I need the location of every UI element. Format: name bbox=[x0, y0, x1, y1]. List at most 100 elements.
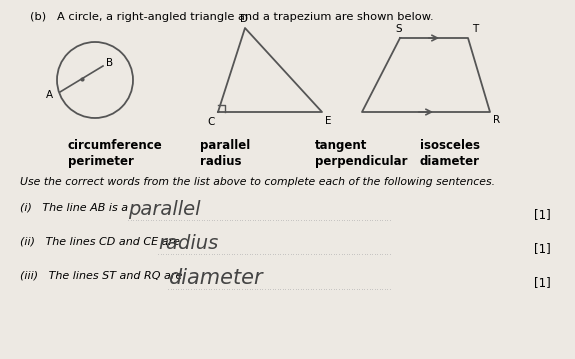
Point bbox=[184, 286, 193, 292]
Point bbox=[321, 251, 331, 257]
Point bbox=[225, 217, 235, 223]
Point bbox=[168, 251, 178, 257]
Text: circumference: circumference bbox=[68, 139, 163, 152]
Point bbox=[204, 286, 213, 292]
Point bbox=[294, 217, 303, 223]
Point bbox=[347, 286, 356, 292]
Point bbox=[309, 217, 319, 223]
Point bbox=[296, 286, 305, 292]
Point bbox=[163, 286, 172, 292]
Point bbox=[373, 251, 382, 257]
Point bbox=[220, 286, 229, 292]
Point bbox=[298, 286, 308, 292]
Point bbox=[319, 217, 328, 223]
Point bbox=[251, 217, 260, 223]
Point bbox=[202, 217, 212, 223]
Point bbox=[327, 217, 336, 223]
Point bbox=[230, 251, 239, 257]
Point bbox=[126, 217, 135, 223]
Point bbox=[360, 251, 369, 257]
Point bbox=[260, 286, 270, 292]
Point bbox=[380, 286, 389, 292]
Point bbox=[237, 251, 247, 257]
Point bbox=[373, 217, 382, 223]
Point bbox=[312, 251, 321, 257]
Point bbox=[268, 286, 277, 292]
Text: (i)   The line AB is a: (i) The line AB is a bbox=[20, 203, 132, 213]
Point bbox=[296, 217, 305, 223]
Point bbox=[289, 286, 298, 292]
Point bbox=[314, 251, 323, 257]
Point bbox=[258, 251, 267, 257]
Point bbox=[238, 217, 247, 223]
Point bbox=[352, 286, 362, 292]
Point bbox=[179, 251, 188, 257]
Point bbox=[172, 217, 181, 223]
Text: diameter: diameter bbox=[168, 268, 263, 288]
Point bbox=[194, 286, 203, 292]
Point bbox=[204, 251, 213, 257]
Point bbox=[291, 286, 300, 292]
Point bbox=[141, 217, 151, 223]
Point bbox=[314, 286, 323, 292]
Point bbox=[260, 251, 270, 257]
Point bbox=[335, 251, 344, 257]
Point bbox=[230, 286, 239, 292]
Point bbox=[162, 217, 171, 223]
Point bbox=[176, 286, 185, 292]
Point bbox=[312, 286, 321, 292]
Point bbox=[164, 251, 173, 257]
Text: parallel: parallel bbox=[128, 200, 201, 219]
Point bbox=[335, 286, 344, 292]
Text: perpendicular: perpendicular bbox=[315, 155, 408, 168]
Point bbox=[197, 251, 206, 257]
Point bbox=[342, 286, 351, 292]
Text: tangent: tangent bbox=[315, 139, 367, 152]
Point bbox=[266, 286, 275, 292]
Point bbox=[360, 286, 369, 292]
Point bbox=[350, 286, 359, 292]
Point bbox=[252, 286, 262, 292]
Point bbox=[166, 251, 175, 257]
Point bbox=[378, 286, 387, 292]
Point bbox=[276, 217, 285, 223]
Point bbox=[370, 286, 380, 292]
Point bbox=[271, 217, 280, 223]
Point bbox=[159, 217, 168, 223]
Point bbox=[225, 286, 234, 292]
Point bbox=[329, 251, 339, 257]
Point bbox=[304, 217, 313, 223]
Point bbox=[174, 217, 183, 223]
Point bbox=[268, 251, 277, 257]
Point bbox=[133, 217, 143, 223]
Point bbox=[208, 217, 217, 223]
Text: (b)   A circle, a right-angled triangle and a trapezium are shown below.: (b) A circle, a right-angled triangle an… bbox=[30, 12, 434, 22]
Point bbox=[266, 251, 275, 257]
Point bbox=[332, 251, 341, 257]
Point bbox=[365, 217, 374, 223]
Point bbox=[217, 251, 227, 257]
Point bbox=[278, 251, 288, 257]
Point bbox=[222, 286, 231, 292]
Point bbox=[245, 286, 254, 292]
Point bbox=[289, 251, 298, 257]
Point bbox=[365, 251, 374, 257]
Point bbox=[344, 286, 354, 292]
Text: (ii)   The lines CD and CE are: (ii) The lines CD and CE are bbox=[20, 237, 183, 247]
Point bbox=[273, 251, 282, 257]
Point bbox=[212, 217, 221, 223]
Text: parallel: parallel bbox=[200, 139, 250, 152]
Point bbox=[243, 251, 252, 257]
Point bbox=[383, 251, 392, 257]
Point bbox=[161, 251, 170, 257]
Point bbox=[278, 217, 288, 223]
Point bbox=[352, 217, 362, 223]
Point bbox=[136, 217, 145, 223]
Point bbox=[378, 217, 387, 223]
Point bbox=[171, 286, 180, 292]
Point bbox=[243, 217, 252, 223]
Point bbox=[246, 217, 255, 223]
Text: Use the correct words from the list above to complete each of the following sent: Use the correct words from the list abov… bbox=[20, 177, 495, 187]
Point bbox=[209, 251, 218, 257]
Point bbox=[212, 286, 221, 292]
